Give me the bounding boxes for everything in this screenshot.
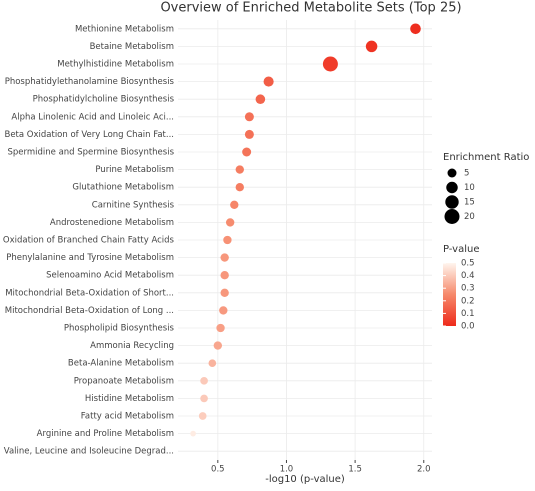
y-tick-label: Fatty acid Metabolism bbox=[81, 412, 174, 422]
x-tick-label: 2.0 bbox=[417, 465, 431, 475]
dot bbox=[223, 235, 232, 245]
size-legend-dot bbox=[444, 208, 460, 225]
y-tick-label: Arginine and Proline Metabolism bbox=[37, 429, 174, 439]
size-legend-label: 20 bbox=[464, 212, 475, 222]
color-legend-label: 0.3 bbox=[461, 284, 475, 294]
color-bar bbox=[443, 263, 456, 326]
y-tick-label: Phospholipid Biosynthesis bbox=[64, 324, 175, 334]
y-tick-label: Valine, Leucine and Isoleucine Degrad... bbox=[4, 447, 174, 457]
dot bbox=[220, 253, 229, 262]
dot bbox=[242, 147, 252, 157]
dot bbox=[198, 412, 207, 420]
y-tick-label: Selenoamino Acid Metabolism bbox=[46, 271, 174, 281]
dot bbox=[263, 76, 274, 87]
dot bbox=[235, 165, 244, 174]
dot bbox=[220, 271, 229, 280]
y-tick-label: Phosphatidylethanolamine Biosynthesis bbox=[5, 77, 175, 87]
dot bbox=[244, 129, 254, 139]
size-legend-label: 15 bbox=[464, 198, 475, 208]
color-legend-label: 0.4 bbox=[461, 271, 475, 281]
y-tick-label: Spermidine and Spermine Biosynthesis bbox=[7, 148, 174, 158]
dot bbox=[255, 94, 266, 104]
color-legend-label: 0.5 bbox=[461, 259, 475, 269]
dot bbox=[216, 323, 225, 333]
color-legend-title: P-value bbox=[443, 244, 479, 255]
dot bbox=[200, 376, 208, 385]
size-legend-label: 10 bbox=[464, 183, 475, 193]
y-tick-label: Alpha Linolenic Acid and Linoleic Aci... bbox=[11, 112, 174, 122]
y-tick-label: Methionine Metabolism bbox=[75, 24, 174, 34]
y-tick-label: Purine Metabolism bbox=[95, 165, 174, 175]
color-legend-label: 0.2 bbox=[461, 296, 475, 306]
y-tick-label: Carnitine Synthesis bbox=[92, 200, 175, 210]
y-tick-label: Propanoate Metabolism bbox=[74, 376, 174, 386]
size-legend-title: Enrichment Ratio bbox=[443, 152, 529, 163]
size-legend-dot bbox=[445, 195, 459, 209]
y-tick-label: Methylhistidine Metabolism bbox=[57, 60, 174, 70]
y-tick-label: Glutathione Metabolism bbox=[72, 183, 174, 193]
dot bbox=[220, 288, 229, 297]
dot bbox=[244, 112, 254, 122]
dot bbox=[365, 40, 378, 53]
dot bbox=[219, 306, 228, 315]
y-tick-label: Androstenedione Metabolism bbox=[50, 218, 174, 228]
y-tick-label: Beta Oxidation of Very Long Chain Fat... bbox=[5, 130, 175, 140]
x-axis-label: -log10 (p-value) bbox=[265, 474, 345, 485]
y-tick-label: Beta-Alanine Metabolism bbox=[68, 359, 174, 369]
color-legend-label: 0.1 bbox=[461, 309, 475, 319]
dot bbox=[190, 430, 196, 437]
y-tick-label: Oxidation of Branched Chain Fatty Acids bbox=[3, 236, 175, 246]
y-tick-label: Phenylalanine and Tyrosine Metabolism bbox=[6, 253, 174, 263]
x-tick-label: 0.5 bbox=[211, 465, 225, 475]
size-legend-dot bbox=[447, 168, 457, 178]
size-legend-dot bbox=[446, 181, 458, 194]
dot bbox=[200, 394, 208, 403]
x-tick-label: 1.5 bbox=[348, 465, 362, 475]
dot bbox=[208, 359, 217, 368]
dot bbox=[230, 200, 239, 209]
y-tick-label: Histidine Metabolism bbox=[85, 394, 174, 404]
y-tick-label: Ammonia Recycling bbox=[90, 341, 174, 351]
dot bbox=[213, 341, 223, 350]
y-tick-label: Betaine Metabolism bbox=[90, 42, 174, 52]
dot bbox=[410, 23, 421, 35]
color-legend-label: 0.0 bbox=[461, 322, 475, 332]
chart-title: Overview of Enriched Metabolite Sets (To… bbox=[160, 1, 461, 16]
y-tick-label: Mitochondrial Beta-Oxidation of Long ... bbox=[5, 306, 174, 316]
dot bbox=[225, 218, 235, 227]
dot bbox=[322, 56, 338, 72]
x-tick-label: 1.0 bbox=[280, 465, 294, 475]
size-legend-label: 5 bbox=[464, 169, 469, 179]
y-tick-label: Phosphatidylcholine Biosynthesis bbox=[33, 95, 175, 105]
dot bbox=[235, 183, 244, 192]
y-tick-label: Mitochondrial Beta-Oxidation of Short... bbox=[5, 288, 174, 298]
